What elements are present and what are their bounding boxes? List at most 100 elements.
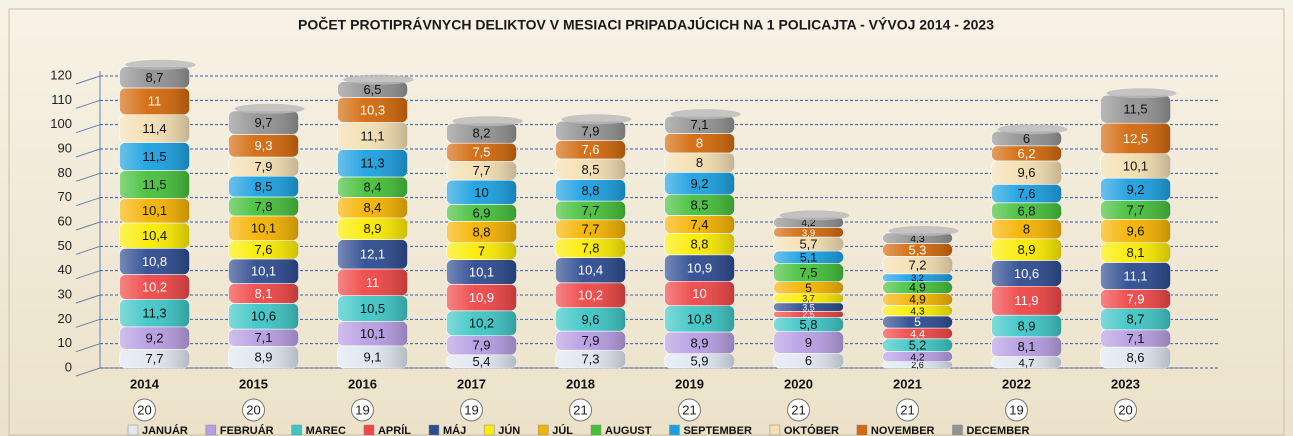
bar-shine [337, 176, 408, 198]
bar-shine [337, 217, 408, 240]
value-label: 8,5 [581, 162, 599, 177]
bar-top [343, 74, 414, 85]
value-label: 8 [1023, 221, 1030, 236]
bar-shine [882, 315, 953, 329]
bar-top [997, 124, 1068, 135]
tick-mark [75, 367, 101, 377]
annotation-circle [1005, 398, 1028, 422]
y-tick-label: 100 [50, 116, 72, 131]
value-label: 7,1 [254, 330, 272, 345]
value-label: 8 [696, 136, 703, 151]
value-label: 3,9 [802, 228, 815, 239]
bar-shine [337, 239, 408, 269]
bar-top [670, 109, 741, 120]
annotation: 21 [573, 402, 587, 417]
value-label: 4,3 [910, 306, 925, 317]
y-tick-label: 0 [65, 359, 72, 374]
value-label: 7,7 [145, 351, 163, 366]
legend-label: NOVEMBER [871, 425, 935, 436]
bar-shine [119, 222, 190, 249]
bar-shine [664, 133, 735, 153]
annotation: 20 [137, 402, 151, 417]
bar-shine [337, 295, 408, 322]
bar-shine [773, 237, 844, 251]
bar-shine [228, 346, 299, 368]
bar-shine [664, 353, 735, 368]
value-label: 9,2 [145, 331, 163, 346]
value-label: 5,3 [909, 242, 927, 257]
bar-shine [555, 121, 626, 141]
bar-shine [882, 361, 953, 368]
legend-swatch [363, 424, 375, 436]
bar-shine [1100, 153, 1171, 179]
value-label: 7,9 [1126, 291, 1144, 306]
value-label: 10,1 [251, 221, 276, 236]
value-label: 10,9 [687, 261, 712, 276]
bar-shine [337, 97, 408, 123]
value-label: 10,1 [142, 203, 167, 218]
value-label: 10,9 [469, 290, 494, 305]
bar-shine [773, 353, 844, 368]
bar-shine [773, 302, 844, 312]
annotation-circle [351, 398, 374, 422]
tick-mark [75, 75, 101, 85]
value-label: 7,1 [690, 117, 708, 132]
y-tick-label: 60 [58, 213, 72, 228]
legend-label: OKTÓBER [784, 424, 839, 436]
value-label: 9,3 [254, 138, 272, 153]
bar-shine [664, 254, 735, 282]
legend-swatch [291, 424, 302, 436]
tick-mark [75, 343, 101, 353]
x-tick-label: 2020 [784, 376, 813, 391]
value-label: 12,5 [1123, 131, 1148, 146]
value-label: 10,1 [360, 326, 385, 341]
value-label: 7,6 [581, 142, 599, 157]
value-label: 7,7 [581, 203, 599, 218]
annotation: 21 [791, 402, 805, 417]
bar-shine [882, 338, 953, 352]
bar-shine [664, 172, 735, 195]
value-label: 8,6 [1126, 350, 1144, 365]
bar-top [234, 103, 305, 114]
value-label: 10,8 [142, 254, 167, 269]
value-label: 6 [805, 353, 812, 368]
y-tick-label: 40 [58, 262, 72, 277]
y-tick-label: 120 [50, 67, 72, 82]
tick-mark [75, 318, 101, 328]
legend-label: FEBRUÁR [220, 424, 274, 436]
legend-label: MÁJ [443, 424, 466, 436]
bar-shine [1100, 123, 1171, 154]
bar-shine [228, 329, 299, 347]
bar-shine [228, 215, 299, 241]
x-tick-label: 2019 [675, 376, 704, 391]
value-label: 11,5 [142, 149, 166, 164]
bar-shine [446, 354, 517, 368]
bar-shine [664, 305, 735, 332]
bar-shine [1100, 289, 1171, 309]
bar-shine [228, 157, 299, 177]
bar-top [1106, 88, 1177, 99]
value-label: 9,6 [581, 312, 599, 327]
value-label: 8,8 [581, 183, 599, 198]
bar-shine [119, 87, 190, 115]
annotation-circle [1114, 398, 1137, 422]
bar-shine [991, 160, 1062, 185]
bar-shine [446, 221, 517, 243]
value-label: 6,8 [1017, 203, 1035, 218]
value-label: 5,8 [799, 317, 817, 332]
value-label: 8,5 [690, 198, 708, 213]
annotation-circle [242, 398, 265, 422]
annotation: 19 [1009, 402, 1023, 417]
value-label: 7,6 [1017, 186, 1035, 201]
value-label: 6,5 [363, 82, 381, 97]
bar-shine [991, 219, 1062, 239]
bar-shine [1100, 200, 1171, 220]
bar-shine [773, 263, 844, 282]
value-label: 7,6 [254, 242, 272, 257]
tick-mark [75, 245, 101, 255]
bar-shine [991, 286, 1062, 316]
value-label: 8,8 [690, 237, 708, 252]
bar-shine [664, 152, 735, 173]
value-label: 8,7 [1126, 312, 1144, 327]
